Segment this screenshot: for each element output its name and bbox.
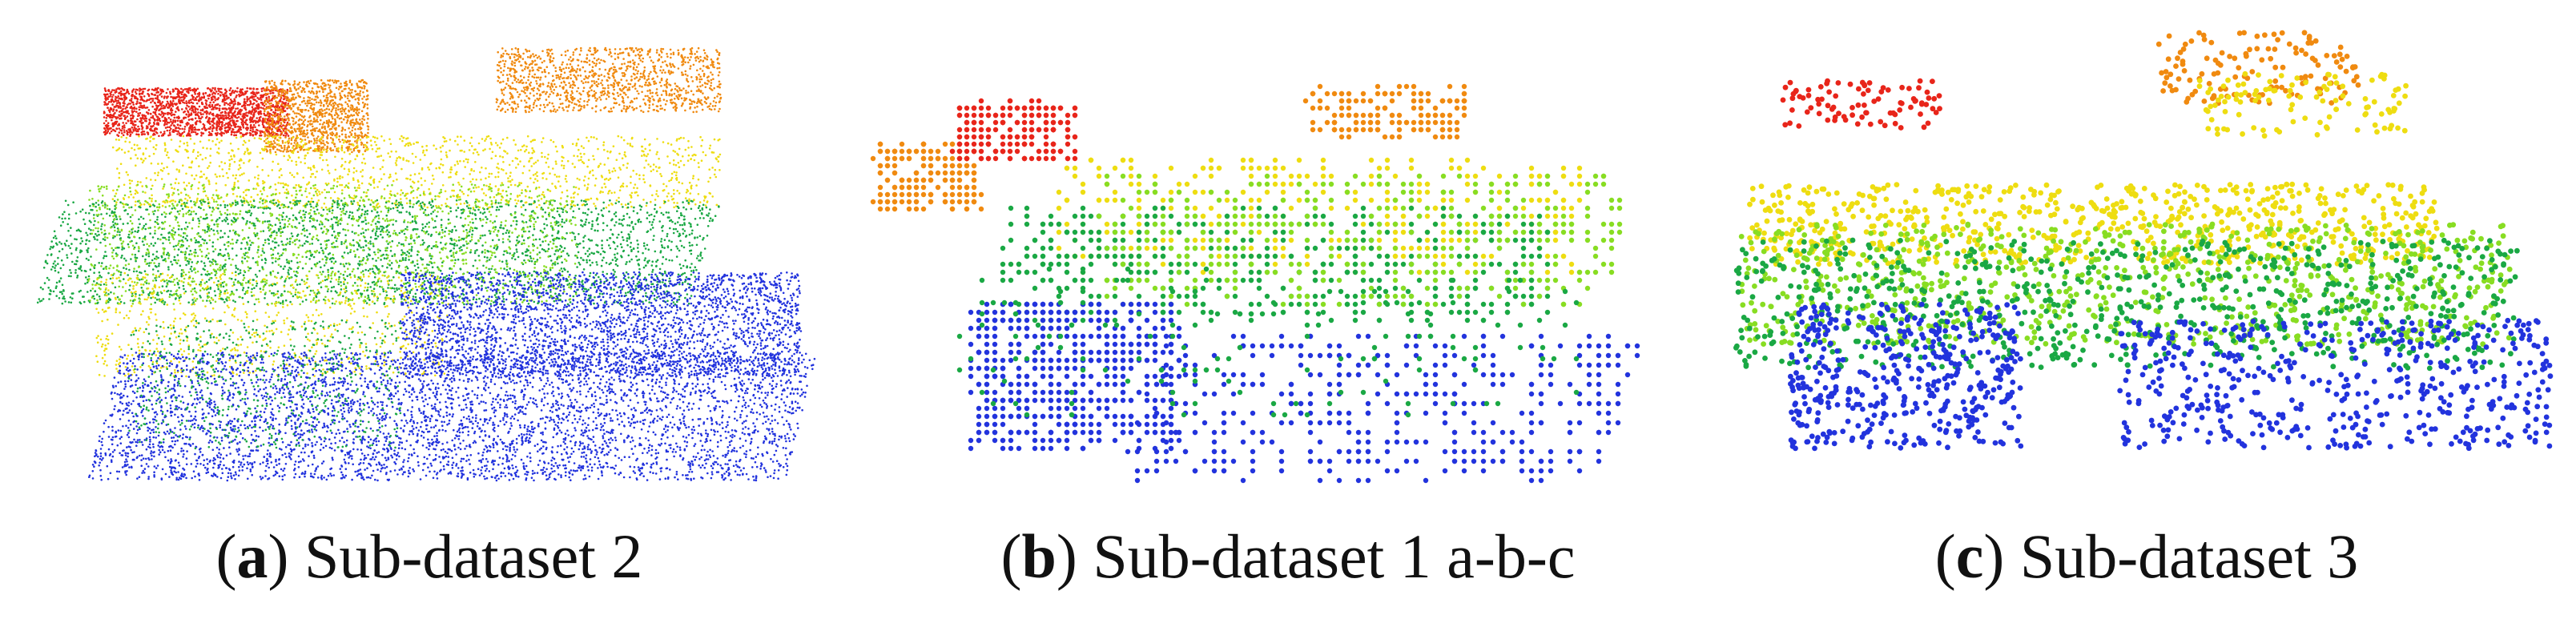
caption-a: (a) Sub-dataset 2: [0, 522, 859, 591]
caption-b: (b) Sub-dataset 1 a-b-c: [859, 522, 1717, 591]
caption-c-text: Sub-dataset 3: [2020, 521, 2358, 591]
point-cloud-a: [0, 0, 859, 512]
caption-a-letter: a: [237, 521, 268, 591]
caption-a-text: Sub-dataset 2: [304, 521, 642, 591]
caption-c: (c) Sub-dataset 3: [1717, 522, 2576, 591]
caption-c-letter: c: [1956, 521, 1984, 591]
caption-b-letter: b: [1022, 521, 1057, 591]
caption-b-text: Sub-dataset 1 a-b-c: [1093, 521, 1575, 591]
panel-b: (b) Sub-dataset 1 a-b-c: [859, 0, 1717, 619]
point-cloud-c: [1717, 0, 2576, 512]
point-cloud-b: [859, 0, 1717, 512]
panel-c: (c) Sub-dataset 3: [1717, 0, 2576, 619]
panel-a: (a) Sub-dataset 2: [0, 0, 859, 619]
